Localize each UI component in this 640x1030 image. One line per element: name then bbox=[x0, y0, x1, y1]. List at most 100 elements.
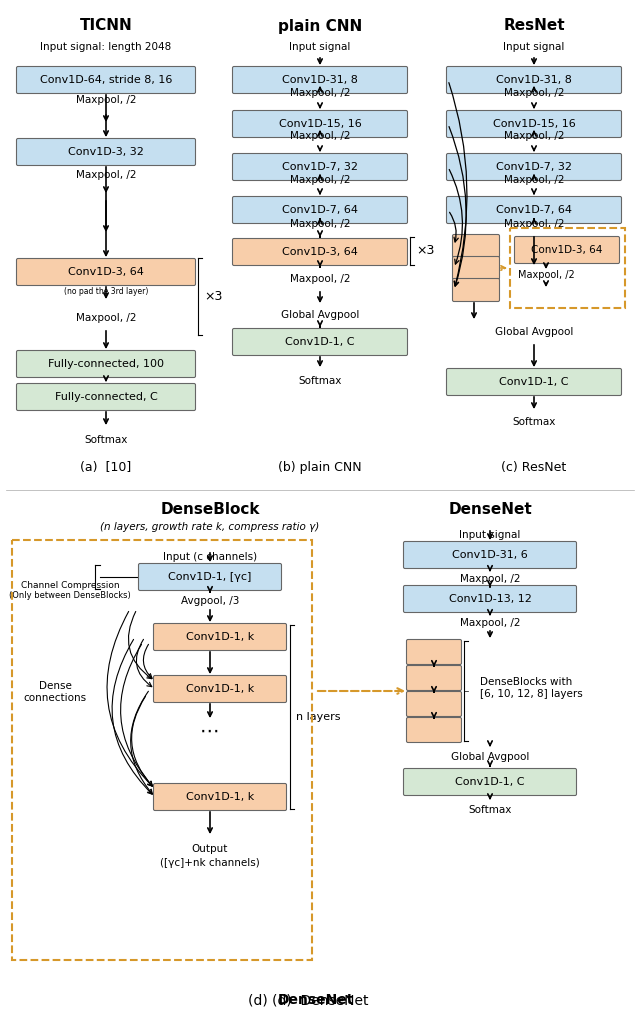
Text: Maxpool, /2: Maxpool, /2 bbox=[290, 131, 350, 141]
Text: Conv1D-13, 12: Conv1D-13, 12 bbox=[449, 594, 531, 604]
FancyBboxPatch shape bbox=[17, 383, 195, 411]
Text: Maxpool, /2: Maxpool, /2 bbox=[76, 313, 136, 323]
FancyBboxPatch shape bbox=[403, 768, 577, 795]
Text: DenseNet: DenseNet bbox=[278, 993, 354, 1007]
Text: ([γc]+nk channels): ([γc]+nk channels) bbox=[160, 858, 260, 868]
Text: DenseNet: DenseNet bbox=[448, 503, 532, 517]
FancyBboxPatch shape bbox=[403, 585, 577, 613]
FancyBboxPatch shape bbox=[406, 640, 461, 664]
Text: Softmax: Softmax bbox=[84, 435, 128, 445]
Text: plain CNN: plain CNN bbox=[278, 19, 362, 34]
Text: Input signal: Input signal bbox=[460, 530, 521, 540]
Text: Conv1D-7, 32: Conv1D-7, 32 bbox=[496, 162, 572, 172]
Text: Conv1D-64, stride 8, 16: Conv1D-64, stride 8, 16 bbox=[40, 75, 172, 85]
FancyBboxPatch shape bbox=[515, 237, 620, 264]
FancyBboxPatch shape bbox=[452, 278, 499, 302]
Text: Global Avgpool: Global Avgpool bbox=[281, 310, 359, 320]
Text: Conv1D-3, 64: Conv1D-3, 64 bbox=[531, 245, 603, 255]
FancyBboxPatch shape bbox=[406, 691, 461, 717]
Text: Conv1D-7, 64: Conv1D-7, 64 bbox=[282, 205, 358, 215]
Text: Softmax: Softmax bbox=[512, 417, 556, 427]
FancyBboxPatch shape bbox=[403, 542, 577, 569]
Text: TICNN: TICNN bbox=[79, 19, 132, 34]
Text: Conv1D-15, 16: Conv1D-15, 16 bbox=[493, 119, 575, 129]
FancyBboxPatch shape bbox=[447, 369, 621, 396]
FancyBboxPatch shape bbox=[447, 197, 621, 224]
Text: Conv1D-31, 6: Conv1D-31, 6 bbox=[452, 550, 528, 560]
Text: DenseBlock: DenseBlock bbox=[160, 503, 260, 517]
Text: Fully-connected, C: Fully-connected, C bbox=[54, 392, 157, 402]
Text: Conv1D-1, k: Conv1D-1, k bbox=[186, 684, 254, 694]
Text: Conv1D-1, [γc]: Conv1D-1, [γc] bbox=[168, 572, 252, 582]
FancyBboxPatch shape bbox=[154, 623, 287, 651]
Text: Conv1D-1, C: Conv1D-1, C bbox=[285, 337, 355, 347]
Text: Conv1D-1, k: Conv1D-1, k bbox=[186, 632, 254, 642]
Text: Maxpool, /2: Maxpool, /2 bbox=[290, 175, 350, 185]
Text: Fully-connected, 100: Fully-connected, 100 bbox=[48, 359, 164, 369]
Text: (Only between DenseBlocks): (Only between DenseBlocks) bbox=[9, 591, 131, 600]
Text: Global Avgpool: Global Avgpool bbox=[451, 752, 529, 762]
Text: Conv1D-31, 8: Conv1D-31, 8 bbox=[496, 75, 572, 85]
Text: Conv1D-1, C: Conv1D-1, C bbox=[455, 777, 525, 787]
FancyBboxPatch shape bbox=[406, 718, 461, 743]
FancyBboxPatch shape bbox=[17, 259, 195, 285]
Text: ⋯: ⋯ bbox=[200, 721, 220, 741]
Text: (c) ResNet: (c) ResNet bbox=[501, 461, 566, 475]
Text: Output: Output bbox=[192, 844, 228, 854]
FancyBboxPatch shape bbox=[154, 784, 287, 811]
Text: Channel Compression: Channel Compression bbox=[20, 581, 119, 589]
Text: (no pad the 3rd layer): (no pad the 3rd layer) bbox=[64, 287, 148, 297]
Text: Conv1D-7, 64: Conv1D-7, 64 bbox=[496, 205, 572, 215]
Text: Maxpool, /2: Maxpool, /2 bbox=[504, 175, 564, 185]
FancyBboxPatch shape bbox=[447, 110, 621, 137]
Bar bbox=[12, 540, 312, 960]
FancyBboxPatch shape bbox=[17, 67, 195, 94]
Text: Maxpool, /2: Maxpool, /2 bbox=[76, 95, 136, 105]
Text: Maxpool, /2: Maxpool, /2 bbox=[460, 618, 520, 628]
Text: Conv1D-3, 64: Conv1D-3, 64 bbox=[68, 267, 144, 277]
FancyBboxPatch shape bbox=[154, 676, 287, 702]
Text: Dense
connections: Dense connections bbox=[24, 681, 86, 702]
Text: (d): (d) bbox=[248, 993, 272, 1007]
Text: Maxpool, /2: Maxpool, /2 bbox=[504, 131, 564, 141]
Text: n layers: n layers bbox=[296, 712, 340, 722]
FancyBboxPatch shape bbox=[232, 110, 408, 137]
Text: DenseBlocks with
[6, 10, 12, 8] layers: DenseBlocks with [6, 10, 12, 8] layers bbox=[480, 677, 583, 698]
Text: Maxpool, /2: Maxpool, /2 bbox=[504, 219, 564, 229]
Text: ×3: ×3 bbox=[204, 290, 222, 303]
FancyBboxPatch shape bbox=[452, 256, 499, 279]
FancyBboxPatch shape bbox=[447, 153, 621, 180]
Text: (d)  DenseNet: (d) DenseNet bbox=[272, 993, 368, 1007]
FancyBboxPatch shape bbox=[232, 329, 408, 355]
Text: Conv1D-31, 8: Conv1D-31, 8 bbox=[282, 75, 358, 85]
FancyBboxPatch shape bbox=[232, 197, 408, 224]
Text: Conv1D-7, 32: Conv1D-7, 32 bbox=[282, 162, 358, 172]
Text: Maxpool, /2: Maxpool, /2 bbox=[76, 170, 136, 180]
Text: ResNet: ResNet bbox=[503, 19, 565, 34]
Text: Maxpool, /2: Maxpool, /2 bbox=[290, 219, 350, 229]
Text: Maxpool, /2: Maxpool, /2 bbox=[290, 274, 350, 284]
Text: Maxpool, /2: Maxpool, /2 bbox=[518, 270, 574, 280]
Text: Conv1D-3, 64: Conv1D-3, 64 bbox=[282, 247, 358, 258]
Text: Input (c channels): Input (c channels) bbox=[163, 552, 257, 562]
Text: (a)  [10]: (a) [10] bbox=[81, 461, 132, 475]
Text: Input signal: Input signal bbox=[289, 42, 351, 52]
Text: Conv1D-15, 16: Conv1D-15, 16 bbox=[278, 119, 362, 129]
Text: Conv1D-1, C: Conv1D-1, C bbox=[499, 377, 569, 387]
FancyBboxPatch shape bbox=[17, 350, 195, 378]
Text: Input signal: length 2048: Input signal: length 2048 bbox=[40, 42, 172, 52]
Text: Maxpool, /2: Maxpool, /2 bbox=[504, 88, 564, 98]
Text: Global Avgpool: Global Avgpool bbox=[495, 327, 573, 337]
FancyBboxPatch shape bbox=[138, 563, 282, 590]
FancyBboxPatch shape bbox=[232, 239, 408, 266]
FancyBboxPatch shape bbox=[232, 153, 408, 180]
Text: (b) plain CNN: (b) plain CNN bbox=[278, 461, 362, 475]
FancyBboxPatch shape bbox=[232, 67, 408, 94]
Text: Input signal: Input signal bbox=[503, 42, 564, 52]
Text: Softmax: Softmax bbox=[468, 805, 512, 815]
FancyBboxPatch shape bbox=[452, 235, 499, 258]
Text: ×3: ×3 bbox=[416, 244, 435, 258]
FancyBboxPatch shape bbox=[17, 138, 195, 166]
Text: Maxpool, /2: Maxpool, /2 bbox=[290, 88, 350, 98]
Text: Softmax: Softmax bbox=[298, 376, 342, 386]
